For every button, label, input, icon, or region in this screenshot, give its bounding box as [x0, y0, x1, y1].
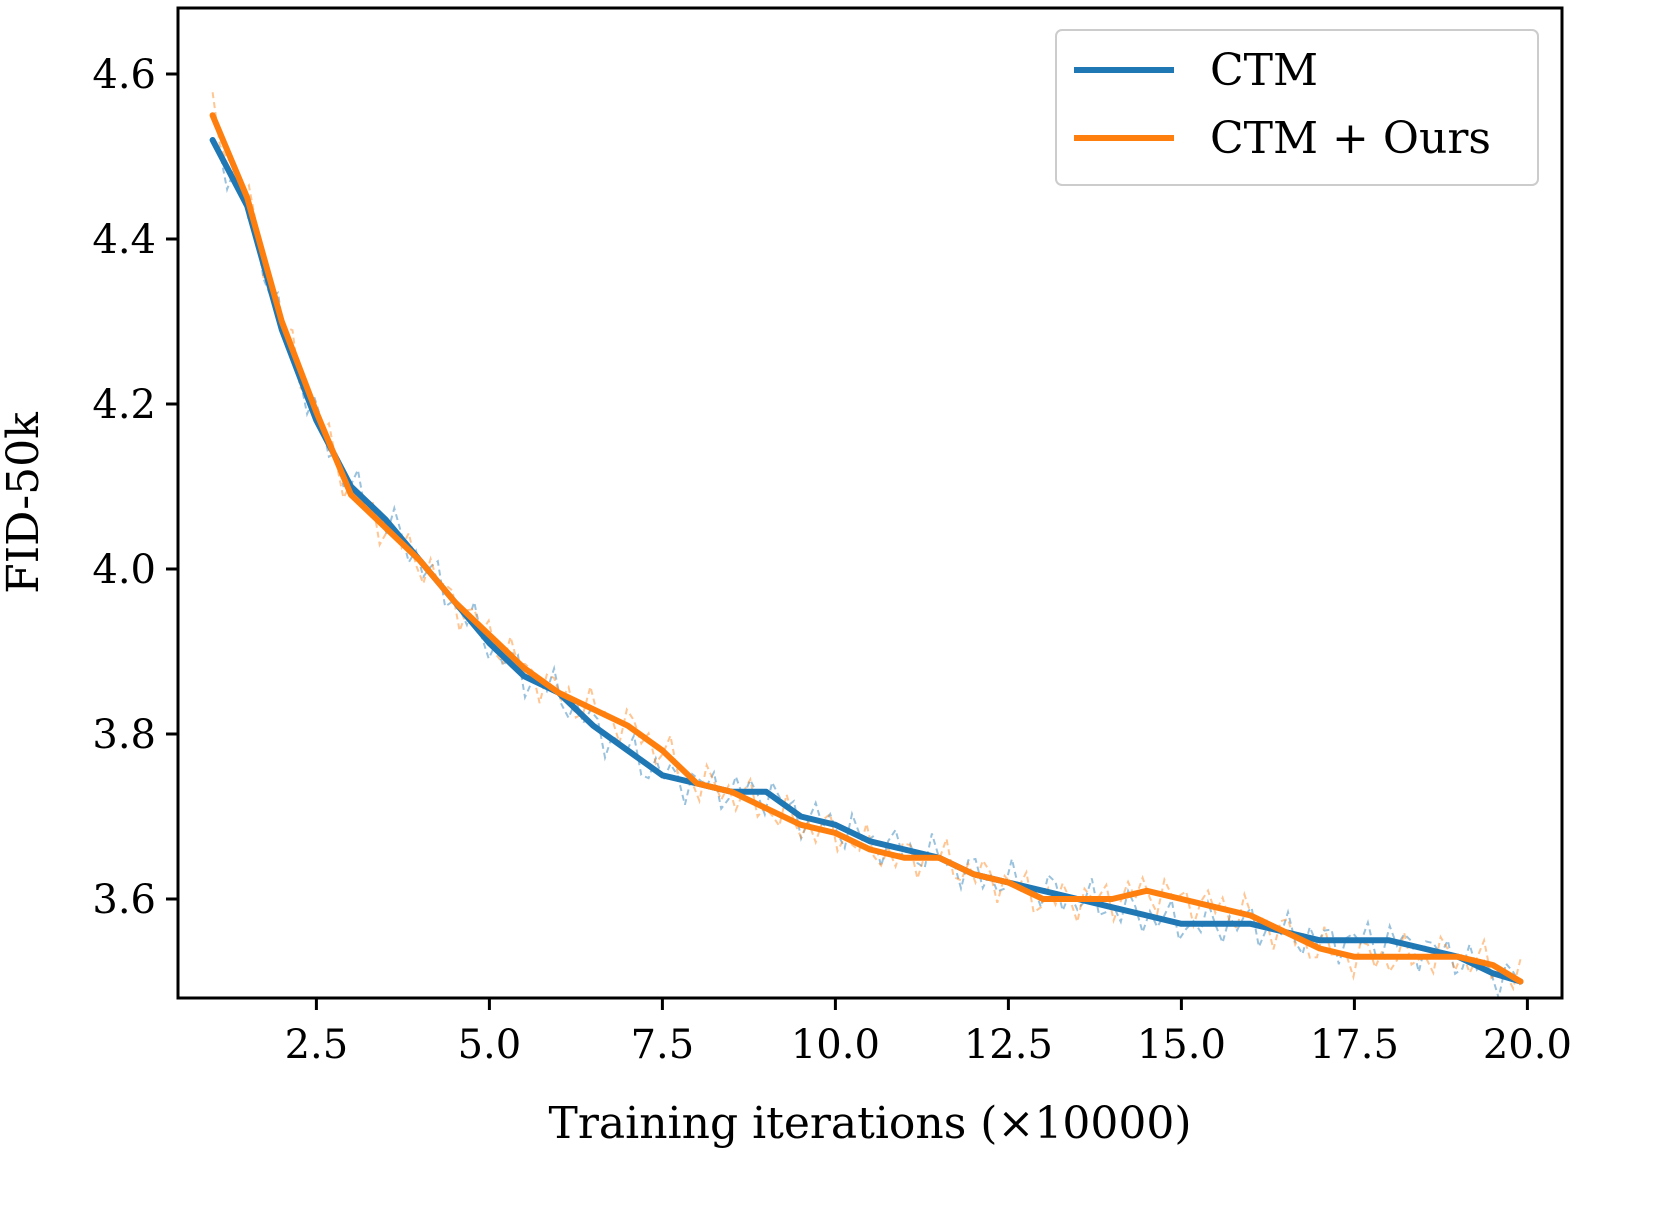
x-tick-label: 12.5 [964, 1022, 1053, 1068]
x-tick-label: 7.5 [631, 1022, 695, 1068]
y-axis-label: FID-50k [0, 412, 49, 594]
x-tick-label: 10.0 [791, 1022, 880, 1068]
y-tick-label: 4.4 [92, 217, 156, 263]
y-tick-label: 3.6 [92, 877, 156, 923]
series-raw-ctm-ours [211, 92, 1522, 992]
x-tick-label: 20.0 [1483, 1022, 1572, 1068]
raw-data-lines [211, 92, 1522, 999]
x-tick-label: 5.0 [458, 1022, 522, 1068]
x-axis-ticks: 2.5 5.0 7.5 10.0 12.5 15.0 17.5 20.0 [285, 998, 1572, 1068]
plot-frame [176, 6, 1564, 1000]
y-tick-label: 3.8 [92, 712, 156, 758]
series-line-ctm-ours [209, 112, 1524, 985]
y-axis-ticks: 3.6 3.8 4.0 4.2 4.4 4.6 [92, 52, 178, 923]
series-raw-ctm [211, 139, 1522, 999]
legend-label: CTM [1210, 45, 1318, 96]
smoothed-data-lines [209, 112, 1524, 985]
legend-box [1055, 29, 1539, 186]
x-tick-label: 17.5 [1310, 1022, 1399, 1068]
y-tick-label: 4.2 [92, 382, 156, 428]
x-tick-label: 2.5 [285, 1022, 349, 1068]
x-axis-label: Training iterations (×10000) [549, 1098, 1192, 1149]
legend-label: CTM + Ours [1210, 113, 1491, 164]
x-tick-label: 15.0 [1137, 1022, 1226, 1068]
legend: CTM CTM + Ours [1055, 29, 1539, 186]
y-tick-label: 4.6 [92, 52, 156, 98]
y-tick-label: 4.0 [92, 547, 156, 593]
